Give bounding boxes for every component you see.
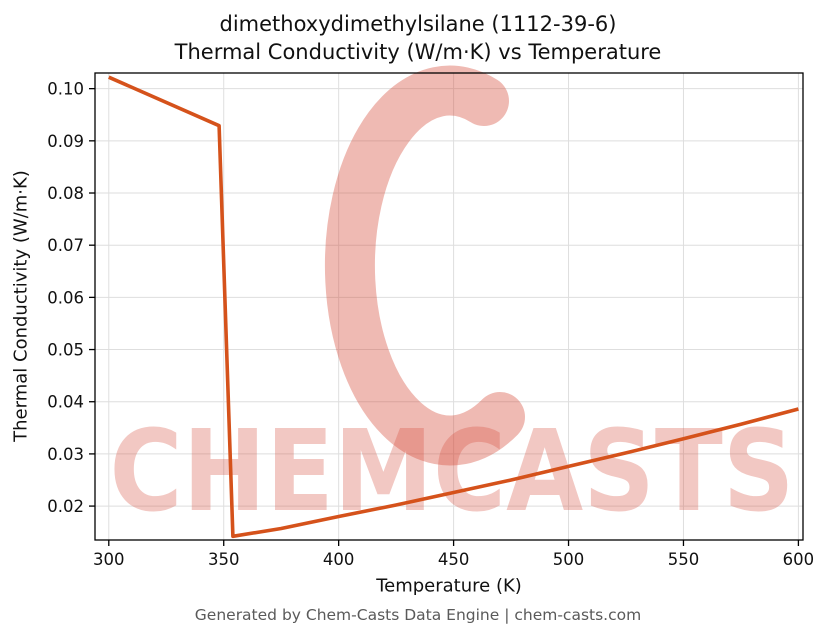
watermark-text: CHEMCASTS [110, 407, 795, 537]
chart-title-line-1: dimethoxydimethylsilane (1112-39-6) [219, 12, 617, 36]
y-tick-label: 0.08 [47, 184, 84, 203]
x-tick-label: 350 [208, 550, 240, 569]
x-tick-label: 400 [323, 550, 355, 569]
chart-title: dimethoxydimethylsilane (1112-39-6) Ther… [0, 11, 836, 66]
data-series-line [108, 75, 799, 539]
x-axis-label: Temperature (K) [376, 575, 522, 597]
chart-title-line-2: Thermal Conductivity (W/m·K) vs Temperat… [174, 39, 662, 64]
y-tick-label: 0.02 [47, 497, 84, 516]
y-tick-label: 0.05 [47, 341, 84, 360]
x-tick-label: 300 [93, 550, 125, 569]
y-axis-label: Thermal Conductivity (W/m·K) [10, 170, 32, 442]
y-tick-label: 0.10 [47, 80, 84, 99]
footer-credit: Generated by Chem-Casts Data Engine | ch… [194, 606, 642, 624]
y-tick-label: 0.06 [47, 288, 84, 307]
x-tick-label: 450 [438, 550, 470, 569]
x-tick-label: 600 [783, 550, 815, 569]
y-tick-label: 0.07 [47, 236, 84, 255]
x-tick-label: 500 [553, 550, 585, 569]
x-tick-label: 550 [668, 550, 700, 569]
y-tick-label: 0.03 [47, 445, 84, 464]
watermark-c-logo-icon [324, 65, 525, 466]
y-tick-label: 0.04 [47, 393, 84, 412]
plot-border [94, 72, 804, 541]
y-tick-label: 0.09 [47, 132, 84, 151]
